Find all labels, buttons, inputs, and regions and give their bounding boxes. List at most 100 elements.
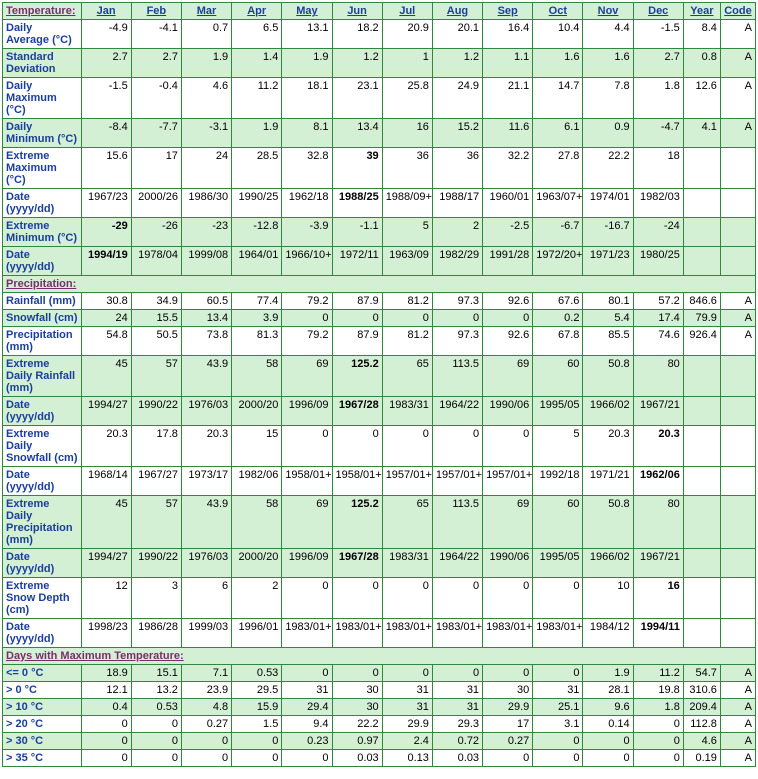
col-header: Mar [181,3,231,20]
cell: 1.8 [633,78,683,119]
cell: 0 [533,750,583,767]
col-header: Jan [81,3,131,20]
section-header-2: Days with Maximum Temperature: [3,648,756,665]
row-label: Precipitation (mm) [3,327,82,356]
row-label: Extreme Maximum (°C) [3,148,82,189]
row-label: Standard Deviation [3,49,82,78]
col-link[interactable]: Code [724,5,752,17]
cell: 3.1 [533,716,583,733]
cell: 1984/12 [583,619,633,648]
cell: 2.7 [81,49,131,78]
cell: 1988/17 [432,189,482,218]
col-link[interactable]: Jan [97,5,116,17]
col-link[interactable]: Jun [347,5,367,17]
cell: -24 [633,218,683,247]
cell: 1964/22 [432,549,482,578]
cell: 2 [232,578,282,619]
cell: 0 [282,426,332,467]
cell: 0.9 [583,119,633,148]
col-header: Code [720,3,755,20]
table-row: Standard Deviation2.72.71.91.41.91.211.2… [3,49,756,78]
cell: 0.27 [181,716,231,733]
cell: 25.1 [533,699,583,716]
cell: 1983/31 [382,549,432,578]
cell: 20.3 [81,426,131,467]
cell: 1995/05 [533,397,583,426]
cell: 209.4 [683,699,720,716]
col-link[interactable]: Sep [498,5,518,17]
cell [683,397,720,426]
cell: 1998/23 [81,619,131,648]
col-link[interactable]: Apr [247,5,266,17]
cell: 1964/01 [232,247,282,276]
row-label: Daily Maximum (°C) [3,78,82,119]
cell: -12.8 [232,218,282,247]
cell: 74.6 [633,327,683,356]
cell: 57 [131,356,181,397]
cell: 1983/31 [382,397,432,426]
col-link[interactable]: May [296,5,317,17]
cell: A [720,310,755,327]
cell: 8.1 [282,119,332,148]
row-label: Extreme Daily Snowfall (cm) [3,426,82,467]
cell: 17.4 [633,310,683,327]
cell: 13.1 [282,20,332,49]
cell: 1983/01+ [483,619,533,648]
cell: 0.27 [483,733,533,750]
cell: 1994/27 [81,397,131,426]
cell: 29.4 [282,699,332,716]
cell: 7.1 [181,665,231,682]
row-label: Extreme Snow Depth (cm) [3,578,82,619]
cell: 81.3 [232,327,282,356]
cell: 1983/01+ [332,619,382,648]
col-link[interactable]: Aug [447,5,468,17]
col-header: Feb [131,3,181,20]
cell [683,218,720,247]
cell: 1.9 [181,49,231,78]
cell: 0 [382,426,432,467]
cell: 125.2 [332,496,382,549]
cell: 1999/03 [181,619,231,648]
cell: 57.2 [633,293,683,310]
col-header: Jun [332,3,382,20]
cell: 926.4 [683,327,720,356]
cell: 1.6 [533,49,583,78]
cell: -3.9 [282,218,332,247]
cell: 43.9 [181,356,231,397]
cell: 13.4 [332,119,382,148]
cell: 1 [382,49,432,78]
cell: 310.6 [683,682,720,699]
col-link[interactable]: Nov [598,5,619,17]
cell [720,189,755,218]
cell: 1982/29 [432,247,482,276]
cell: 69 [282,496,332,549]
col-link[interactable]: Year [690,5,713,17]
col-link[interactable]: Dec [648,5,668,17]
cell: 15.2 [432,119,482,148]
cell: 1966/10+ [282,247,332,276]
cell: A [720,49,755,78]
cell: 30 [332,682,382,699]
cell: 18.2 [332,20,382,49]
table-row: Extreme Daily Snowfall (cm)20.317.820.31… [3,426,756,467]
cell [683,467,720,496]
cell: 0 [332,426,382,467]
cell: 34.9 [131,293,181,310]
cell: A [720,20,755,49]
cell: 1962/18 [282,189,332,218]
col-link[interactable]: Feb [147,5,167,17]
cell: 0 [81,750,131,767]
col-link[interactable]: Oct [549,5,567,17]
col-link[interactable]: Mar [197,5,217,17]
cell: 1996/09 [282,549,332,578]
cell: 65 [382,356,432,397]
table-row: Extreme Minimum (°C)-29-26-23-12.8-3.9-1… [3,218,756,247]
table-row: Date (yyyy/dd)1994/191978/041999/081964/… [3,247,756,276]
cell: 1990/25 [232,189,282,218]
cell: 0.03 [432,750,482,767]
cell: 0 [81,716,131,733]
col-link[interactable]: Jul [399,5,415,17]
cell: 69 [282,356,332,397]
cell: 4.6 [683,733,720,750]
cell: 1990/06 [483,397,533,426]
